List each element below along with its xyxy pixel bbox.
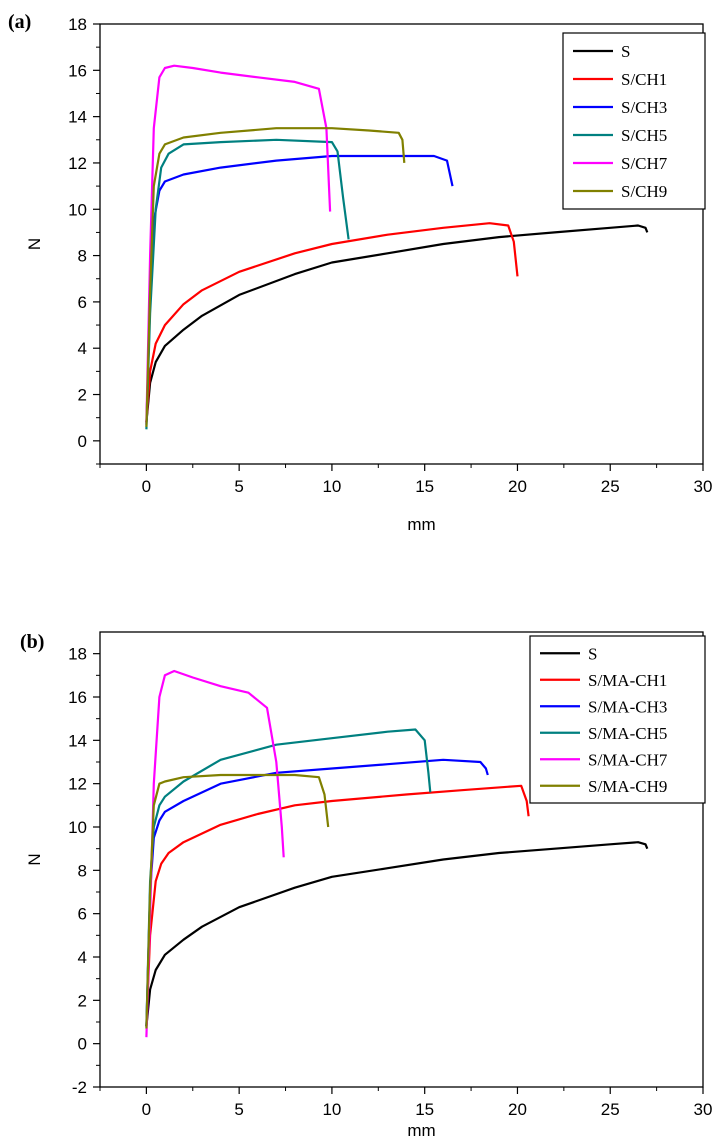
y-tick-label: 0	[78, 1035, 87, 1054]
y-tick-label: 4	[78, 339, 87, 358]
series-line	[145, 841, 649, 1027]
panel-label: (b)	[20, 631, 44, 653]
y-tick-label: 8	[78, 861, 87, 880]
y-tick-label: 16	[68, 688, 87, 707]
series-line	[145, 784, 530, 1027]
x-tick-label: 30	[694, 1100, 712, 1119]
legend-label: S/MA-CH1	[588, 671, 667, 690]
x-tick-label: 25	[601, 477, 620, 496]
x-axis-title: mm	[407, 515, 435, 534]
series-line	[145, 64, 332, 423]
plot-frame	[99, 631, 704, 1088]
y-tick-label: 10	[68, 200, 87, 219]
y-tick-label: 18	[68, 645, 87, 664]
series-line	[145, 224, 649, 423]
series-line	[145, 127, 406, 427]
y-tick-label: -2	[72, 1078, 87, 1097]
x-tick-label: 25	[601, 1100, 620, 1119]
y-tick-label: 14	[68, 731, 87, 750]
y-tick-label: 4	[78, 948, 87, 967]
x-tick-label: 30	[694, 477, 712, 496]
legend-label: S	[621, 42, 630, 61]
y-tick-label: 2	[78, 386, 87, 405]
y-tick-label: 12	[68, 154, 87, 173]
x-tick-label: 15	[415, 1100, 434, 1119]
y-tick-label: 8	[78, 247, 87, 266]
y-tick-label: 0	[78, 432, 87, 451]
x-axis-title: mm	[407, 1121, 435, 1140]
y-tick-label: 14	[68, 108, 87, 127]
legend-box	[529, 635, 706, 804]
y-tick-label: 10	[68, 818, 87, 837]
x-tick-label: 20	[508, 1100, 527, 1119]
y-axis-title: N	[25, 238, 44, 250]
series-line	[145, 222, 519, 423]
y-tick-label: 6	[78, 293, 87, 312]
series-line	[145, 138, 350, 430]
series-line	[145, 758, 489, 1027]
x-tick-label: 10	[322, 1100, 341, 1119]
legend-label: S/CH1	[621, 70, 667, 89]
y-tick-label: 16	[68, 61, 87, 80]
y-tick-label: 6	[78, 905, 87, 924]
legend-label: S/CH3	[621, 98, 667, 117]
series-line	[145, 669, 285, 1038]
x-tick-label: 0	[142, 1100, 151, 1119]
x-tick-label: 10	[322, 477, 341, 496]
series-line	[145, 154, 454, 425]
legend-label: S/MA-CH5	[588, 724, 667, 743]
y-tick-label: 18	[68, 15, 87, 34]
x-tick-label: 5	[234, 477, 243, 496]
x-tick-label: 0	[142, 477, 151, 496]
series-line	[145, 773, 330, 1029]
legend-label: S/CH7	[621, 154, 668, 173]
legend-label: S/MA-CH3	[588, 697, 667, 716]
y-tick-label: 2	[78, 991, 87, 1010]
panel-a-chart: 0 5 10 15 20 25 30 0 2 4 6 8 10 12 14 16 18 mm N (a) S S/CH1 S…	[8, 11, 712, 534]
x-tick-label: 20	[508, 477, 527, 496]
legend-label: S/CH9	[621, 182, 667, 201]
legend-box	[562, 32, 706, 210]
x-tick-label: 5	[234, 1100, 243, 1119]
plot-frame	[99, 23, 704, 465]
panel-b-chart: 0 5 10 15 20 25 30 -2 0 2 4 6 8 10 12 14 16 18 mm N (b) S S/MA…	[20, 631, 712, 1140]
legend-label: S/MA-CH9	[588, 777, 667, 796]
y-axis-title: N	[25, 853, 44, 865]
x-tick-label: 15	[415, 477, 434, 496]
legend-label: S/MA-CH7	[588, 750, 668, 769]
panel-label: (a)	[8, 11, 31, 33]
legend-label: S/CH5	[621, 126, 667, 145]
series-line	[145, 728, 432, 1027]
y-tick-label: 12	[68, 775, 87, 794]
legend-label: S	[588, 644, 597, 663]
